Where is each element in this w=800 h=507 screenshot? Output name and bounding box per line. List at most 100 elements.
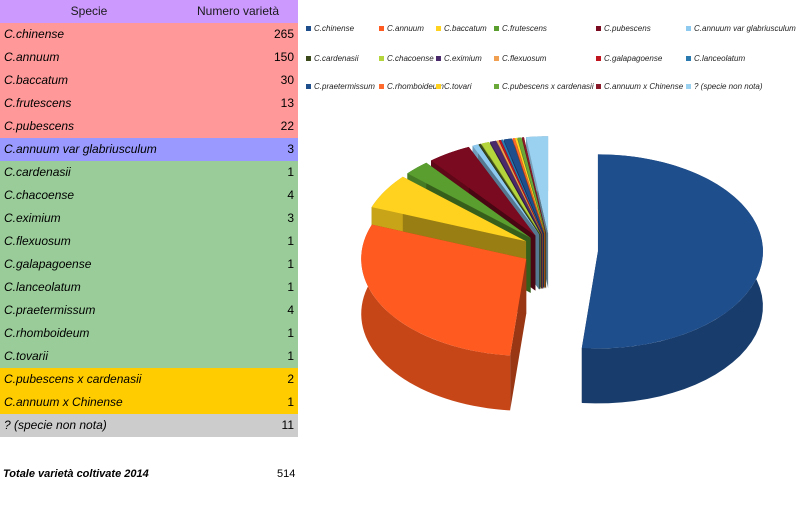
variety-count: 1 [287, 257, 294, 271]
variety-count: 1 [287, 349, 294, 363]
legend-item: C.eximium [436, 54, 482, 63]
legend-swatch [306, 56, 311, 62]
legend-label: ? (specie non nota) [694, 82, 763, 91]
species-name: C.praetermissum [4, 303, 96, 317]
legend-swatch [596, 84, 601, 90]
legend-swatch [596, 26, 601, 32]
legend-item: C.pubescens [596, 24, 651, 33]
species-name: C.pubescens [4, 119, 75, 133]
legend-label: C.chinense [314, 24, 355, 33]
variety-count: 1 [287, 326, 294, 340]
variety-count: 3 [287, 142, 294, 156]
legend-item: C.galapagoense [596, 54, 662, 63]
table-row: C.chacoense 4 [0, 184, 298, 207]
table-row: C.lanceolatum 1 [0, 276, 298, 299]
legend-swatch [686, 56, 691, 62]
legend-swatch [379, 84, 384, 90]
species-name: C.flexuosum [4, 234, 71, 248]
header-species: Specie [70, 4, 108, 18]
variety-count: 2 [287, 372, 294, 386]
variety-count: 13 [280, 96, 294, 110]
legend-label: C.pubescens [604, 24, 651, 33]
legend-label: C.cardenasii [314, 54, 359, 63]
species-name: C.pubescens x cardenasii [4, 372, 142, 386]
legend-swatch [596, 56, 601, 62]
legend-swatch [379, 56, 384, 62]
legend-item: ? (specie non nota) [686, 82, 763, 91]
table-row: C.annuum 150 [0, 46, 298, 69]
table-row: C.annuum x Chinense 1 [0, 391, 298, 414]
table-row: C.pubescens x cardenasii 2 [0, 368, 298, 391]
legend-item: C.rhomboideum [379, 82, 444, 91]
legend-item: C.tovari [436, 82, 472, 91]
legend-item: C.baccatum [436, 24, 487, 33]
legend-swatch [494, 84, 499, 90]
pie-slice [361, 224, 527, 411]
table-row: C.pubescens 22 [0, 115, 298, 138]
variety-count: 1 [287, 234, 294, 248]
legend-label: C.lanceolatum [694, 54, 746, 63]
legend-item: C.annuum [379, 24, 424, 33]
legend-label: C.eximium [444, 54, 482, 63]
variety-count: 1 [287, 165, 294, 179]
legend-swatch [686, 26, 691, 32]
variety-count: 3 [287, 211, 294, 225]
table-header-row: Specie Numero varietà [0, 0, 298, 23]
legend-item: C.annuum var glabriusculum [686, 24, 796, 33]
header-variety-count: Numero varietà [196, 4, 280, 18]
species-name: C.cardenasii [4, 165, 71, 179]
total-value: 514 [277, 468, 296, 480]
legend-label: C.annuum var glabriusculum [694, 24, 796, 33]
table-row: C.tovarii 1 [0, 345, 298, 368]
legend-swatch [436, 26, 441, 32]
species-name: C.chinense [4, 27, 65, 41]
variety-count: 150 [273, 50, 294, 64]
species-name: C.annuum x Chinense [4, 395, 123, 409]
pie-chart [361, 136, 763, 411]
table-row: ? (specie non nota) 11 [0, 414, 298, 437]
species-name: C.eximium [4, 211, 61, 225]
variety-count: 11 [281, 418, 294, 432]
legend-label: C.frutescens [502, 24, 547, 33]
table-row: C.chinense 265 [0, 23, 298, 46]
species-name: C.annuum var glabriusculum [4, 142, 157, 156]
legend-swatch [686, 84, 691, 90]
legend-swatch [306, 26, 311, 32]
species-name: C.frutescens [4, 96, 72, 110]
legend-swatch [379, 26, 384, 32]
table-row: C.eximium 3 [0, 207, 298, 230]
legend-label: C.tovari [444, 82, 472, 91]
species-name: C.tovarii [4, 349, 49, 363]
legend-item: C.chinense [306, 24, 354, 33]
table-row: C.annuum var glabriusculum 3 [0, 138, 298, 161]
species-name: C.rhomboideum [4, 326, 90, 340]
variety-count: 4 [287, 303, 294, 317]
legend-swatch [306, 84, 311, 90]
legend-swatch [436, 84, 441, 90]
variety-count: 22 [280, 119, 294, 133]
species-name: C.galapagoense [4, 257, 92, 271]
variety-count: 265 [273, 27, 294, 41]
table-row: C.rhomboideum 1 [0, 322, 298, 345]
legend-label: C.annuum x Chinense [604, 82, 684, 91]
legend-item: C.pubescens x cardenasii [494, 82, 594, 91]
legend-label: C.praetermissum [314, 82, 375, 91]
table-row: C.flexuosum 1 [0, 230, 298, 253]
legend-label: C.chacoense [387, 54, 434, 63]
species-name: C.chacoense [4, 188, 75, 202]
variety-count: 4 [287, 188, 294, 202]
species-table: Specie Numero varietà C.chinense 265 C.ann… [0, 0, 298, 437]
table-row: C.baccatum 30 [0, 69, 298, 92]
table-row: C.galapagoense 1 [0, 253, 298, 276]
legend-item: C.chacoense [379, 54, 434, 63]
legend-item: C.cardenasii [306, 54, 358, 63]
species-name: ? (specie non nota) [4, 418, 107, 432]
legend-swatch [494, 56, 499, 62]
legend-label: C.galapagoense [604, 54, 663, 63]
legend-label: C.baccatum [444, 24, 487, 33]
legend-swatch [494, 26, 499, 32]
legend-item: C.annuum x Chinense [596, 82, 683, 91]
legend-item: C.praetermissum [306, 82, 375, 91]
species-name: C.annuum [4, 50, 60, 64]
legend-label: C.pubescens x cardenasii [502, 82, 594, 91]
